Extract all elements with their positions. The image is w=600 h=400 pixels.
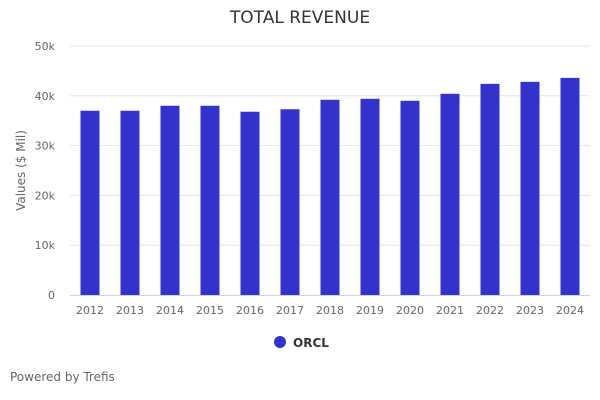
x-tick-label: 2021 <box>436 304 464 317</box>
x-tick-label: 2019 <box>356 304 384 317</box>
bar <box>120 110 140 296</box>
bar <box>560 77 580 295</box>
y-tick-label: 50k <box>35 40 56 53</box>
x-tick-label: 2020 <box>396 304 424 317</box>
x-tick-label: 2017 <box>276 304 304 317</box>
bar <box>440 93 460 295</box>
chart-title: TOTAL REVENUE <box>229 8 371 28</box>
bar <box>400 100 420 295</box>
x-tick-label: 2022 <box>476 304 504 317</box>
x-tick-label: 2016 <box>236 304 264 317</box>
x-tick-label: 2012 <box>76 304 104 317</box>
bar <box>520 81 540 295</box>
x-tick-label: 2013 <box>116 304 144 317</box>
legend-marker-icon <box>274 336 286 348</box>
bar <box>200 105 220 295</box>
y-tick-label: 0 <box>48 289 55 302</box>
powered-by-credit[interactable]: Powered by Trefis <box>10 370 115 384</box>
bar <box>360 98 380 296</box>
x-tick-label: 2024 <box>556 304 584 317</box>
x-tick-label: 2018 <box>316 304 344 317</box>
y-tick-label: 10k <box>35 239 56 252</box>
bar <box>240 111 260 296</box>
x-tick-label: 2023 <box>516 304 544 317</box>
x-tick-label: 2014 <box>156 304 184 317</box>
y-tick-label: 40k <box>35 90 56 103</box>
y-axis-label: Values ($ Mil) <box>14 130 28 211</box>
bar <box>320 99 340 295</box>
bar <box>160 105 180 295</box>
legend-item-orcl[interactable]: ORCL <box>293 336 329 350</box>
x-tick-label: 2015 <box>196 304 224 317</box>
bar <box>280 109 300 295</box>
y-tick-label: 20k <box>35 189 56 202</box>
bar <box>480 83 500 296</box>
bar <box>80 110 100 296</box>
y-tick-label: 30k <box>35 140 56 153</box>
